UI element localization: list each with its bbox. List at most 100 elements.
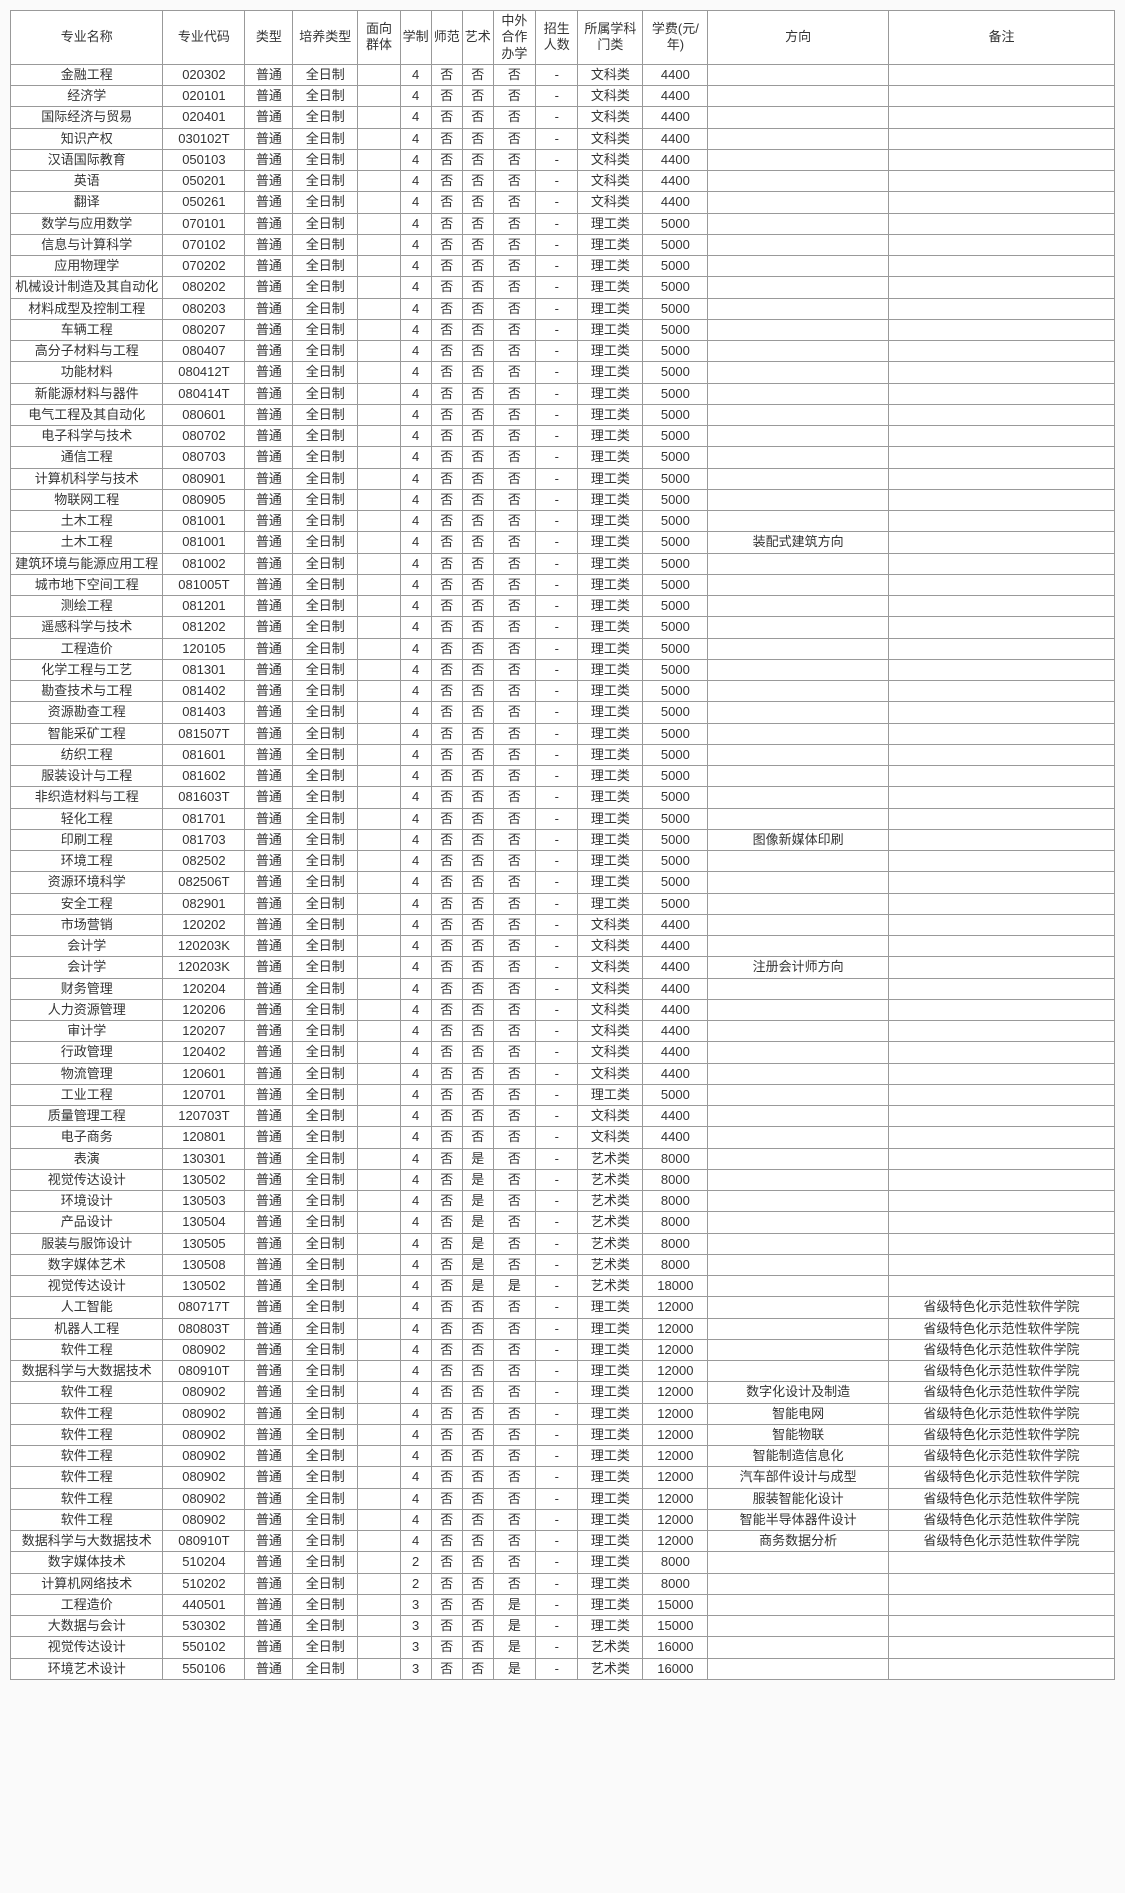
cell: 省级特色化示范性软件学院 bbox=[889, 1446, 1115, 1467]
cell bbox=[708, 1318, 889, 1339]
cell: 理工类 bbox=[578, 426, 643, 447]
cell: 5000 bbox=[643, 893, 708, 914]
cell: 省级特色化示范性软件学院 bbox=[889, 1297, 1115, 1318]
cell: 理工类 bbox=[578, 277, 643, 298]
cell: 4400 bbox=[643, 149, 708, 170]
cell: 否 bbox=[493, 426, 535, 447]
cell: 5000 bbox=[643, 532, 708, 553]
cell: 全日制 bbox=[293, 1509, 358, 1530]
cell: 否 bbox=[493, 638, 535, 659]
cell: 否 bbox=[431, 978, 462, 999]
cell bbox=[889, 1552, 1115, 1573]
cell: 5000 bbox=[643, 277, 708, 298]
cell: 普通 bbox=[245, 638, 293, 659]
cell: 智能电网 bbox=[708, 1403, 889, 1424]
cell: 120207 bbox=[163, 1021, 245, 1042]
cell: 全日制 bbox=[293, 553, 358, 574]
cell bbox=[889, 404, 1115, 425]
cell: 普通 bbox=[245, 1403, 293, 1424]
cell bbox=[889, 489, 1115, 510]
cell: 4 bbox=[400, 1488, 431, 1509]
cell: 4 bbox=[400, 936, 431, 957]
cell: 理工类 bbox=[578, 1446, 643, 1467]
cell: 3 bbox=[400, 1658, 431, 1679]
cell: 否 bbox=[493, 511, 535, 532]
cell: 知识产权 bbox=[11, 128, 163, 149]
cell: 8000 bbox=[643, 1212, 708, 1233]
cell: 普通 bbox=[245, 1446, 293, 1467]
col-header-5: 学制 bbox=[400, 11, 431, 65]
cell bbox=[889, 744, 1115, 765]
cell: 全日制 bbox=[293, 86, 358, 107]
cell: 理工类 bbox=[578, 1531, 643, 1552]
cell: 4 bbox=[400, 128, 431, 149]
cell: 4400 bbox=[643, 914, 708, 935]
cell: 人工智能 bbox=[11, 1297, 163, 1318]
cell: 否 bbox=[431, 362, 462, 383]
cell bbox=[889, 298, 1115, 319]
cell bbox=[358, 787, 400, 808]
cell: 否 bbox=[462, 1446, 493, 1467]
cell: 否 bbox=[431, 107, 462, 128]
cell: - bbox=[536, 936, 578, 957]
col-header-13: 备注 bbox=[889, 11, 1115, 65]
cell: 4 bbox=[400, 596, 431, 617]
cell: 化学工程与工艺 bbox=[11, 659, 163, 680]
cell: 4 bbox=[400, 659, 431, 680]
cell bbox=[708, 362, 889, 383]
cell: 普通 bbox=[245, 1573, 293, 1594]
cell: 否 bbox=[462, 702, 493, 723]
cell bbox=[889, 1254, 1115, 1275]
cell: 4 bbox=[400, 787, 431, 808]
cell: 省级特色化示范性软件学院 bbox=[889, 1318, 1115, 1339]
table-row: 服装设计与工程081602普通全日制4否否否-理工类5000 bbox=[11, 766, 1115, 787]
cell: 全日制 bbox=[293, 1403, 358, 1424]
cell bbox=[358, 1233, 400, 1254]
cell: - bbox=[536, 1063, 578, 1084]
cell: 8000 bbox=[643, 1573, 708, 1594]
cell bbox=[889, 978, 1115, 999]
cell bbox=[708, 914, 889, 935]
cell: 否 bbox=[431, 192, 462, 213]
cell: 4400 bbox=[643, 192, 708, 213]
cell: 否 bbox=[462, 1637, 493, 1658]
cell: 否 bbox=[462, 744, 493, 765]
cell: - bbox=[536, 702, 578, 723]
cell: 全日制 bbox=[293, 1254, 358, 1275]
cell bbox=[358, 149, 400, 170]
cell: 否 bbox=[493, 1169, 535, 1190]
cell: 否 bbox=[462, 872, 493, 893]
cell: 理工类 bbox=[578, 511, 643, 532]
cell: 全日制 bbox=[293, 936, 358, 957]
cell: 理工类 bbox=[578, 234, 643, 255]
cell bbox=[889, 936, 1115, 957]
cell: 4 bbox=[400, 1063, 431, 1084]
cell: 理工类 bbox=[578, 744, 643, 765]
cell bbox=[358, 1254, 400, 1275]
cell: 081507T bbox=[163, 723, 245, 744]
cell: - bbox=[536, 171, 578, 192]
cell bbox=[889, 86, 1115, 107]
cell: 120202 bbox=[163, 914, 245, 935]
cell: 是 bbox=[462, 1212, 493, 1233]
cell: 否 bbox=[493, 532, 535, 553]
cell: 艺术类 bbox=[578, 1276, 643, 1297]
cell bbox=[358, 489, 400, 510]
cell: 否 bbox=[431, 1658, 462, 1679]
cell bbox=[889, 532, 1115, 553]
cell bbox=[889, 553, 1115, 574]
cell: 080803T bbox=[163, 1318, 245, 1339]
cell bbox=[708, 681, 889, 702]
cell: 文科类 bbox=[578, 1063, 643, 1084]
cell: 省级特色化示范性软件学院 bbox=[889, 1361, 1115, 1382]
cell: 全日制 bbox=[293, 766, 358, 787]
cell bbox=[889, 617, 1115, 638]
cell: 12000 bbox=[643, 1297, 708, 1318]
cell: - bbox=[536, 1446, 578, 1467]
cell: 机械设计制造及其自动化 bbox=[11, 277, 163, 298]
cell: 数据科学与大数据技术 bbox=[11, 1531, 163, 1552]
cell: 非织造材料与工程 bbox=[11, 787, 163, 808]
cell: - bbox=[536, 1021, 578, 1042]
cell: 全日制 bbox=[293, 468, 358, 489]
cell: 081703 bbox=[163, 829, 245, 850]
